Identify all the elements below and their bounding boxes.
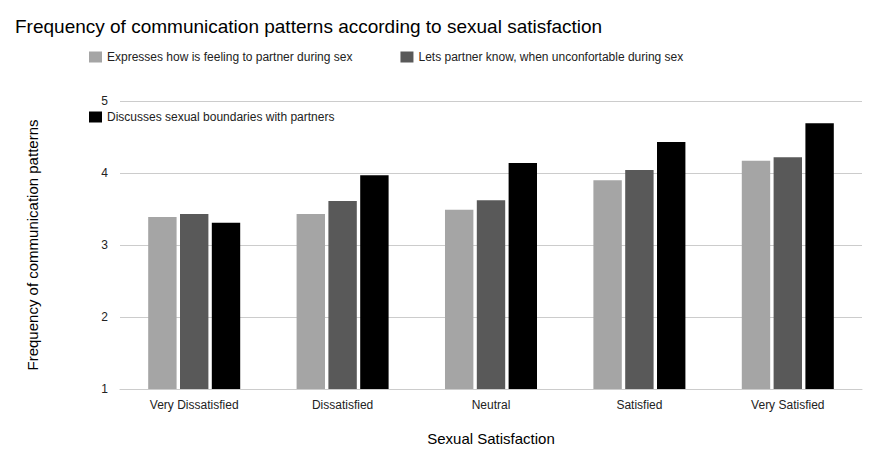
svg-text:Neutral: Neutral (472, 398, 511, 412)
svg-text:Lets partner know, when unconf: Lets partner know, when unconfortable du… (418, 50, 683, 64)
svg-text:Very Dissatisfied: Very Dissatisfied (150, 398, 239, 412)
svg-text:Very Satisfied: Very Satisfied (751, 398, 824, 412)
svg-text:Expresses how is feeling to pa: Expresses how is feeling to partner duri… (107, 50, 352, 64)
svg-text:5: 5 (101, 94, 108, 108)
svg-text:2: 2 (101, 310, 108, 324)
svg-text:3: 3 (101, 238, 108, 252)
svg-text:Sexual Satisfaction: Sexual Satisfaction (427, 430, 555, 447)
svg-text:4: 4 (101, 166, 108, 180)
svg-text:Dissatisfied: Dissatisfied (312, 398, 373, 412)
svg-text:Satisfied: Satisfied (616, 398, 662, 412)
svg-text:Discusses sexual boundaries wi: Discusses sexual boundaries with partner… (107, 110, 334, 124)
svg-text:Frequency of communication pat: Frequency of communication patterns (24, 120, 41, 371)
svg-text:1: 1 (101, 382, 108, 396)
svg-text:Frequency of communication pat: Frequency of communication patterns acco… (15, 16, 602, 37)
